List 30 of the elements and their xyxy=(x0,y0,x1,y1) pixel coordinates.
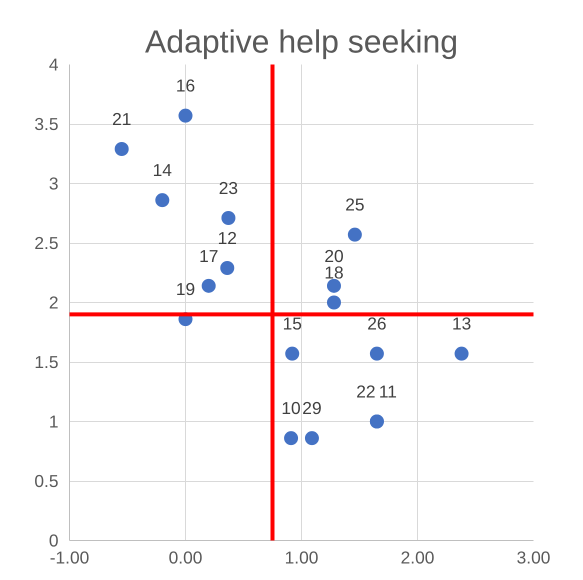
annotation: 10 xyxy=(281,398,301,418)
y-tick-label: 2 xyxy=(48,292,59,312)
y-tick-label: 4 xyxy=(48,54,59,74)
annotation: 22 xyxy=(356,382,376,402)
y-tick-label: 3 xyxy=(48,174,59,194)
annotation: 29 xyxy=(302,398,322,418)
y-tick-label: 0.5 xyxy=(34,471,59,491)
annotation: 11 xyxy=(378,382,397,402)
x-tick-label: -1.00 xyxy=(50,548,90,568)
y-tick-label: 0 xyxy=(48,530,59,550)
x-tick-label: 0.00 xyxy=(168,548,202,568)
annotation: 17 xyxy=(199,246,218,266)
annotation: 16 xyxy=(176,76,196,96)
annotation: 14 xyxy=(152,160,172,180)
x-tick-label: 2.00 xyxy=(400,548,434,568)
y-tick-label: 2.5 xyxy=(34,233,59,253)
chart-title: Adaptive help seeking xyxy=(144,24,458,60)
y-tick-label: 3.5 xyxy=(34,114,59,134)
annotation: 25 xyxy=(345,194,365,215)
x-tick-label: 3.00 xyxy=(516,548,550,568)
annotation: 15 xyxy=(282,314,302,334)
annotation: 12 xyxy=(218,228,237,248)
annotation: 19 xyxy=(176,279,196,300)
annotation: 26 xyxy=(367,314,387,334)
y-tick-label: 1 xyxy=(48,412,59,432)
annotation: 21 xyxy=(112,108,132,129)
x-tick-label: 1.00 xyxy=(284,548,318,568)
y-tick-label: 1.5 xyxy=(34,352,59,372)
annotation: 13 xyxy=(452,314,472,334)
annotation: 23 xyxy=(218,178,238,198)
